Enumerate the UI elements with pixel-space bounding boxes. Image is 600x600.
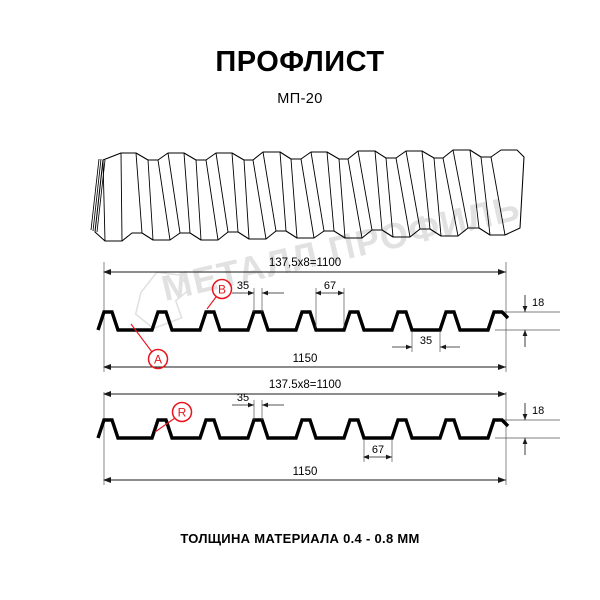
sv2-rib-width-label: 35 bbox=[237, 392, 249, 404]
sv2-flat-width-label: 67 bbox=[372, 444, 384, 456]
sv2-witness-lines bbox=[103, 392, 560, 485]
marker-r: R bbox=[154, 401, 193, 433]
marker-a-label: A bbox=[154, 353, 162, 367]
sv1-rib-width-dimension: 35 bbox=[232, 280, 284, 312]
sv2-rib-width-dimension: 35 bbox=[232, 392, 284, 420]
sv2-top-dimension: 137.5x8=1100 bbox=[103, 379, 506, 397]
sv2-profile-line bbox=[96, 418, 510, 440]
sv1-height-label: 18 bbox=[532, 297, 544, 309]
marker-b: B bbox=[206, 278, 233, 310]
sv2-bottom-dimension-label: 1150 bbox=[293, 466, 318, 478]
sv1-valley-width-label: 35 bbox=[420, 335, 432, 347]
marker-r-label: R bbox=[178, 406, 187, 420]
sv1-height-dimension: 18 bbox=[522, 295, 544, 347]
sv1-bottom-dimension-label: 1150 bbox=[293, 353, 318, 365]
section-view-top: 137,5x8=1100 35 67 35 bbox=[96, 257, 560, 372]
sv2-flat-width-dimension: 67 bbox=[363, 439, 393, 462]
section-view-bottom: 137.5x8=1100 35 67 18 1150 bbox=[96, 379, 560, 485]
sv1-rib-width-label: 35 bbox=[237, 280, 249, 292]
sv2-bottom-dimension: 1150 bbox=[103, 466, 506, 483]
sv2-height-label: 18 bbox=[532, 405, 544, 417]
isometric-profile-view bbox=[90, 149, 525, 242]
sv2-top-dimension-label: 137.5x8=1100 bbox=[269, 379, 341, 391]
page-title: ПРОФЛИСТ bbox=[215, 46, 385, 78]
iso-left-cut-edge bbox=[90, 158, 106, 233]
sv1-flat-width-label: 67 bbox=[324, 280, 336, 292]
sv1-top-dimension-label: 137,5x8=1100 bbox=[269, 257, 341, 269]
marker-a: A bbox=[130, 323, 169, 370]
model-subtitle: МП-20 bbox=[277, 91, 323, 107]
sv1-top-dimension: 137,5x8=1100 bbox=[103, 257, 506, 275]
sv2-height-dimension: 18 bbox=[522, 403, 544, 455]
marker-b-label: B bbox=[218, 283, 226, 297]
sv1-profile-line bbox=[96, 310, 510, 332]
sv1-valley-width-dimension: 35 bbox=[392, 331, 460, 352]
sv1-flat-width-dimension: 67 bbox=[315, 280, 345, 328]
thickness-note: ТОЛЩИНА МАТЕРИАЛА 0.4 - 0.8 ММ bbox=[180, 531, 420, 546]
title-block: ПРОФЛИСТ МП-20 bbox=[0, 46, 600, 108]
sv1-bottom-dimension: 1150 bbox=[103, 353, 506, 370]
iso-fold-lines bbox=[102, 149, 517, 242]
